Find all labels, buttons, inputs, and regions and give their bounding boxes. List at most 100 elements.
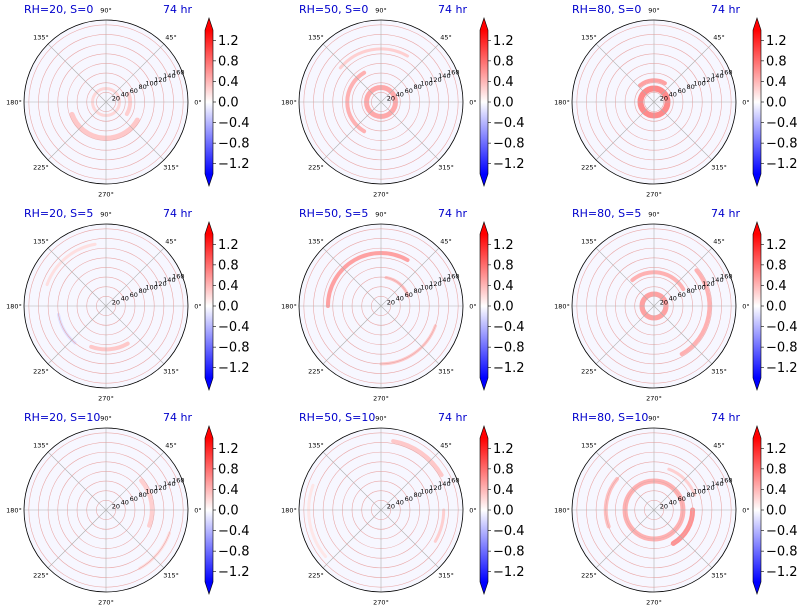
data-feature <box>325 250 410 308</box>
angular-gridline <box>595 247 655 307</box>
theta-tick-label: 225° <box>33 572 49 580</box>
r-tick-label: 40 <box>669 499 677 507</box>
theta-tick-label: 270° <box>98 191 114 199</box>
data-feature <box>630 270 686 292</box>
colorbar-extend-min <box>205 174 213 186</box>
colorbar-tick-label: 0.8 <box>493 258 514 273</box>
theta-tick-label: 135° <box>308 237 324 245</box>
colorbar-tick-label: 0.4 <box>218 279 239 294</box>
r-tick-label: 140 <box>163 72 175 80</box>
colorbar-tick-label: 0.4 <box>493 279 514 294</box>
data-feature <box>638 78 667 88</box>
r-tick-label: 60 <box>130 291 138 299</box>
panel-title-right: 74 hr <box>711 207 740 220</box>
colorbar-body <box>753 234 761 378</box>
r-tick-label: 140 <box>711 480 723 488</box>
r-tick-label: 60 <box>405 291 413 299</box>
r-tick-label: 20 <box>387 94 395 102</box>
r-tick-label: 160 <box>720 68 732 76</box>
colorbar-tick-label: 0.4 <box>766 75 787 90</box>
r-tick-label: 20 <box>112 94 120 102</box>
theta-tick-label: 225° <box>308 368 324 376</box>
theta-tick-label: 315° <box>163 164 179 172</box>
angular-gridline <box>653 43 713 103</box>
colorbar-tick-label: −1.2 <box>218 565 250 580</box>
colorbar-tick-label: −0.8 <box>766 137 798 152</box>
polar-frame <box>298 427 464 593</box>
colorbar-tick-label: 1.2 <box>766 34 787 49</box>
colorbar-tick-label: 0.0 <box>493 96 514 111</box>
theta-tick-label: 270° <box>646 395 662 403</box>
colorbar-tick-label: 0.0 <box>493 504 514 519</box>
angular-gridline <box>380 247 440 307</box>
colorbar-tick-label: 0.4 <box>766 279 787 294</box>
angular-gridline <box>47 451 107 511</box>
r-tick-label: 100 <box>693 488 705 496</box>
angular-gridline <box>322 509 382 569</box>
colorbar: 1.2 0.8 0.4 0.0 −0.4 −0.8 −1.2 <box>752 425 798 595</box>
angular-gridline <box>653 247 713 307</box>
r-tick-label: 80 <box>687 491 695 499</box>
theta-tick-label: 180° <box>6 303 22 311</box>
r-tick-label: 160 <box>447 68 459 76</box>
r-tick-label: 120 <box>154 76 166 84</box>
theta-tick-label: 315° <box>163 572 179 580</box>
theta-tick-label: 45° <box>440 33 452 41</box>
theta-tick-label: 135° <box>308 441 324 449</box>
colorbar-tick-label: −0.4 <box>766 320 798 335</box>
r-tick-label: 60 <box>678 87 686 95</box>
colorbar-tick-label: 1.2 <box>218 238 239 253</box>
colorbar-tick-label: −0.4 <box>218 320 250 335</box>
r-tick-label: 100 <box>693 284 705 292</box>
angular-gridline <box>47 43 107 103</box>
colorbar-tick-label: 0.8 <box>766 54 787 69</box>
theta-tick-label: 45° <box>165 237 177 245</box>
colorbar-tick-label: 0.4 <box>493 483 514 498</box>
data-feature <box>338 47 410 70</box>
data-feature <box>69 111 140 141</box>
r-tick-label: 140 <box>438 72 450 80</box>
panel-title-left: RH=80, S=0 <box>572 3 641 16</box>
r-tick-label: 80 <box>139 287 147 295</box>
polar-frame <box>571 427 737 593</box>
r-tick-label: 20 <box>660 94 668 102</box>
angular-gridline <box>595 509 655 569</box>
theta-tick-label: 315° <box>438 164 454 172</box>
colorbar-body <box>480 438 488 582</box>
theta-tick-label: 225° <box>33 164 49 172</box>
angular-gridline <box>653 101 713 161</box>
theta-tick-label: 45° <box>165 441 177 449</box>
panel-title-left: RH=20, S=0 <box>24 3 93 16</box>
r-tick-label: 80 <box>139 83 147 91</box>
theta-tick-label: 90° <box>100 7 112 15</box>
r-tick-label: 160 <box>447 272 459 280</box>
panel-title-left: RH=50, S=5 <box>299 207 368 220</box>
colorbar-tick-label: 0.4 <box>766 483 787 498</box>
panel-title-right: 74 hr <box>438 207 467 220</box>
theta-tick-label: 135° <box>33 33 49 41</box>
theta-tick-label: 90° <box>648 415 660 423</box>
colorbar-tick-label: 0.0 <box>218 504 239 519</box>
colorbar-extend-min <box>753 378 761 390</box>
colorbar-tick-label: 0.0 <box>766 96 787 111</box>
theta-tick-label: 225° <box>581 572 597 580</box>
theta-tick-label: 270° <box>98 395 114 403</box>
angular-gridline <box>322 247 382 307</box>
theta-tick-label: 225° <box>308 572 324 580</box>
r-tick-label: 100 <box>420 488 432 496</box>
r-tick-label: 160 <box>447 476 459 484</box>
colorbar-tick-label: 0.0 <box>766 300 787 315</box>
colorbar-extend-min <box>205 378 213 390</box>
theta-tick-label: 135° <box>308 33 324 41</box>
colorbar-body <box>753 438 761 582</box>
colorbar-tick-label: 0.0 <box>493 300 514 315</box>
theta-tick-label: 0° <box>742 303 749 311</box>
r-tick-label: 40 <box>121 91 129 99</box>
theta-tick-label: 315° <box>438 572 454 580</box>
r-tick-label: 100 <box>693 80 705 88</box>
colorbar-tick-label: −0.4 <box>218 116 250 131</box>
